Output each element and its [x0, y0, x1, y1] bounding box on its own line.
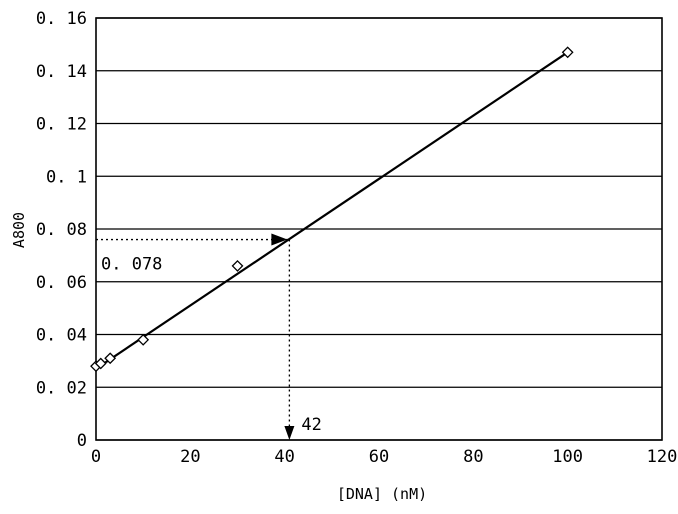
x-value-annotation: 42: [301, 415, 321, 435]
y-tick-label-0: 0: [77, 431, 87, 451]
x-tick-label-3: 60: [369, 447, 389, 467]
fit-line-group: [96, 52, 568, 369]
y-tick-labels: 0 0. 02 0. 04 0. 06 0. 08 0. 1 0. 12 0. 14 0. 16: [36, 9, 87, 451]
y-value-annotation: 0. 078: [101, 255, 162, 275]
y-tick-label-4: 0. 08: [36, 220, 87, 240]
x-tick-labels: 0 20 40 60 80 100 120: [91, 447, 677, 467]
x-axis-label: [DNA] (nM): [337, 485, 427, 503]
grid-lines: [96, 18, 662, 440]
annotation-group: 0. 078 42: [96, 234, 322, 440]
horizontal-arrowhead: [271, 234, 287, 246]
x-tick-label-6: 120: [647, 447, 678, 467]
fit-line: [96, 52, 568, 369]
y-tick-label-2: 0. 04: [36, 326, 87, 346]
x-tick-label-4: 80: [463, 447, 483, 467]
vertical-arrowhead: [284, 426, 294, 440]
x-tick-label-5: 100: [552, 447, 583, 467]
data-point-3: [138, 335, 148, 345]
y-tick-label-1: 0. 02: [36, 378, 87, 398]
y-tick-label-6: 0. 12: [36, 115, 87, 135]
y-tick-label-8: 0. 16: [36, 9, 87, 29]
x-tick-label-2: 40: [274, 447, 294, 467]
x-tick-label-1: 20: [180, 447, 200, 467]
y-tick-label-7: 0. 14: [36, 62, 87, 82]
x-tick-label-0: 0: [91, 447, 101, 467]
y-tick-label-3: 0. 06: [36, 273, 87, 293]
y-tick-label-5: 0. 1: [46, 167, 87, 187]
y-axis-label: A800: [10, 212, 28, 248]
data-point-4: [233, 261, 243, 271]
